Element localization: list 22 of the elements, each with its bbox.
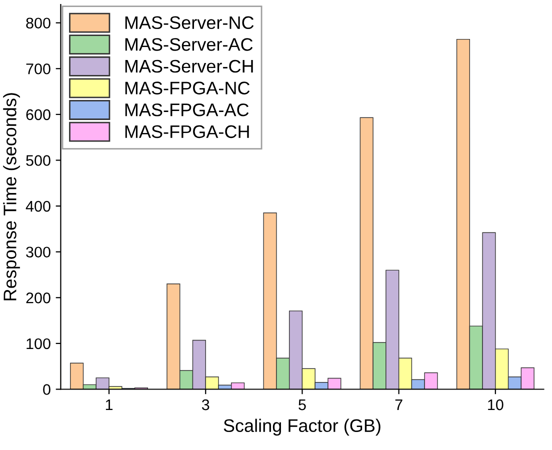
y-tick-label: 100 xyxy=(26,338,50,350)
y-tick-label: 400 xyxy=(26,200,50,212)
x-tick-label: 3 xyxy=(202,399,210,410)
x-axis-title: Scaling Factor (GB) xyxy=(224,418,380,436)
legend-label: MAS-FPGA-NC xyxy=(125,82,250,94)
x-tick-label: 1 xyxy=(106,400,113,410)
x-tick-label: 5 xyxy=(298,400,306,410)
legend-label: MAS-FPGA-AC xyxy=(125,103,249,116)
y-axis-title: Response Time (seconds) xyxy=(3,93,20,300)
legend-label: MAS-FPGA-CH xyxy=(125,125,249,138)
y-tick-label: 800 xyxy=(26,18,50,29)
legend-label: MAS-Server-CH xyxy=(125,60,253,73)
y-tick-label: 300 xyxy=(26,246,50,258)
y-tick-label: 0 xyxy=(43,384,50,395)
legend-label: MAS-Server-NC xyxy=(125,16,254,30)
x-tick-label: 10 xyxy=(488,399,504,410)
y-tick-label: 500 xyxy=(26,155,50,166)
x-tick-label: 7 xyxy=(395,400,402,410)
y-tick-label: 600 xyxy=(26,109,50,120)
legend-label: MAS-Server-AC xyxy=(125,38,253,51)
y-tick-label: 200 xyxy=(26,292,50,304)
y-tick-label: 700 xyxy=(26,63,50,74)
